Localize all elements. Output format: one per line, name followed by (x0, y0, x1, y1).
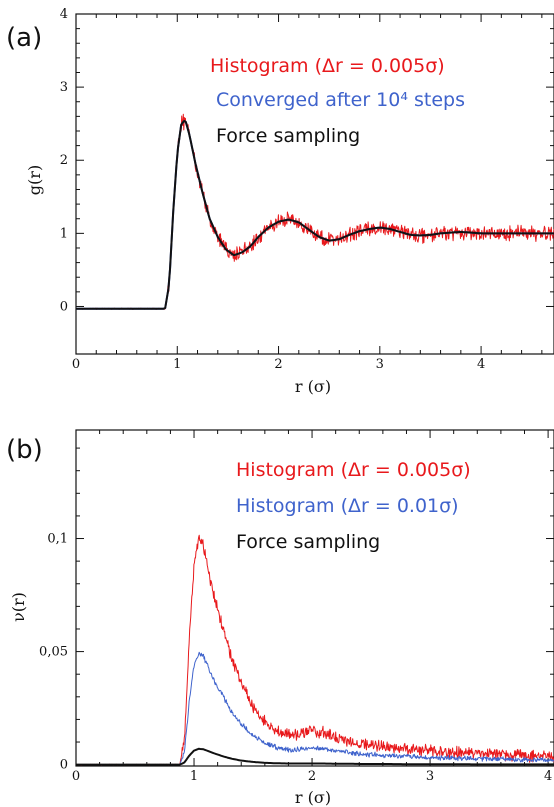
x-tick-label: 4 (477, 357, 485, 372)
panel-a: (a) 0 1 2 3 4 0 1 2 3 4 r (σ) g(r) Histogram (Δr … (6, 7, 554, 396)
plot-area-a: 0 1 2 3 4 0 1 2 3 4 (60, 7, 554, 372)
legend-b: Histogram (Δr = 0.005σ) Histogram (Δr = 0… (236, 459, 471, 553)
y-axis-label-a: g(r) (25, 165, 44, 195)
y-tick-label: 2 (60, 153, 68, 168)
series-group (76, 534, 554, 766)
x-axis-label-a: r (σ) (295, 377, 331, 396)
series-line-2 (76, 119, 554, 310)
legend-a: Histogram (Δr = 0.005σ) Converged after 1… (210, 55, 465, 147)
y-tick-label: 0,1 (47, 532, 68, 547)
x-tick-label: 0 (72, 769, 80, 784)
plot-frame (75, 429, 554, 767)
x-axis-label-b: r (σ) (295, 788, 331, 807)
x-tick-label: 3 (376, 357, 384, 372)
x-tick-label: 0 (72, 357, 80, 372)
legend-entry-3: Force sampling (216, 125, 360, 147)
x-tick-label: 2 (274, 357, 282, 372)
legend-entry-1: Histogram (Δr = 0.005σ) (210, 55, 445, 77)
x-tick-label: 2 (308, 769, 316, 784)
y-tick-label: 3 (60, 80, 68, 95)
panel-label-a: (a) (6, 23, 42, 53)
panel-b: (b) 0 1 2 3 4 0 0,05 0,1 r (σ) ν(r) Histogram (… (6, 429, 554, 807)
y-tick-label: 0 (60, 758, 68, 773)
x-tick-label: 3 (426, 769, 434, 784)
series-line-2 (76, 651, 554, 766)
y-tick-label: 0 (60, 299, 68, 314)
x-tick-label: 4 (544, 769, 552, 784)
panel-label-b: (b) (6, 435, 43, 465)
plot-area-b: 0 1 2 3 4 0 0,05 0,1 (39, 429, 554, 784)
legend-entry-2: Converged after 10⁴ steps (216, 89, 465, 111)
series-line-3 (76, 747, 554, 766)
plot-frame (75, 13, 554, 355)
y-tick-label: 4 (60, 7, 68, 22)
series-group (76, 113, 554, 310)
y-axis-label-b: ν(r) (9, 592, 28, 622)
legend-entry-3: Force sampling (236, 531, 380, 553)
legend-entry-1: Histogram (Δr = 0.005σ) (236, 459, 471, 481)
series-line-3 (76, 119, 554, 310)
legend-entry-2: Histogram (Δr = 0.01σ) (236, 495, 459, 517)
series-line-1 (76, 534, 554, 766)
x-tick-label: 1 (173, 357, 181, 372)
x-tick-label: 1 (190, 769, 198, 784)
y-tick-label: 1 (60, 226, 68, 241)
y-tick-label: 0,05 (39, 645, 68, 660)
